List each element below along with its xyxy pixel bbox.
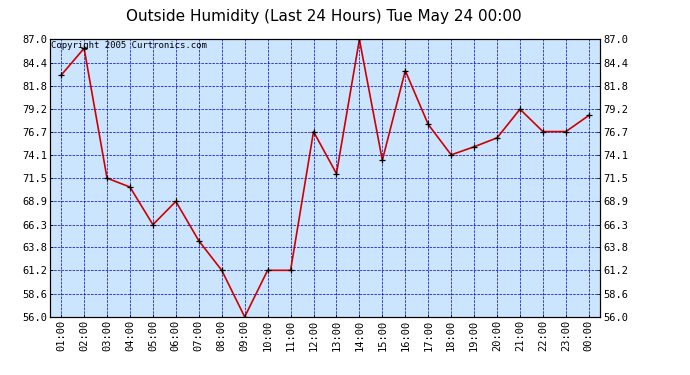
Text: Copyright 2005 Curtronics.com: Copyright 2005 Curtronics.com: [51, 41, 207, 50]
Text: Outside Humidity (Last 24 Hours) Tue May 24 00:00: Outside Humidity (Last 24 Hours) Tue May…: [126, 9, 522, 24]
